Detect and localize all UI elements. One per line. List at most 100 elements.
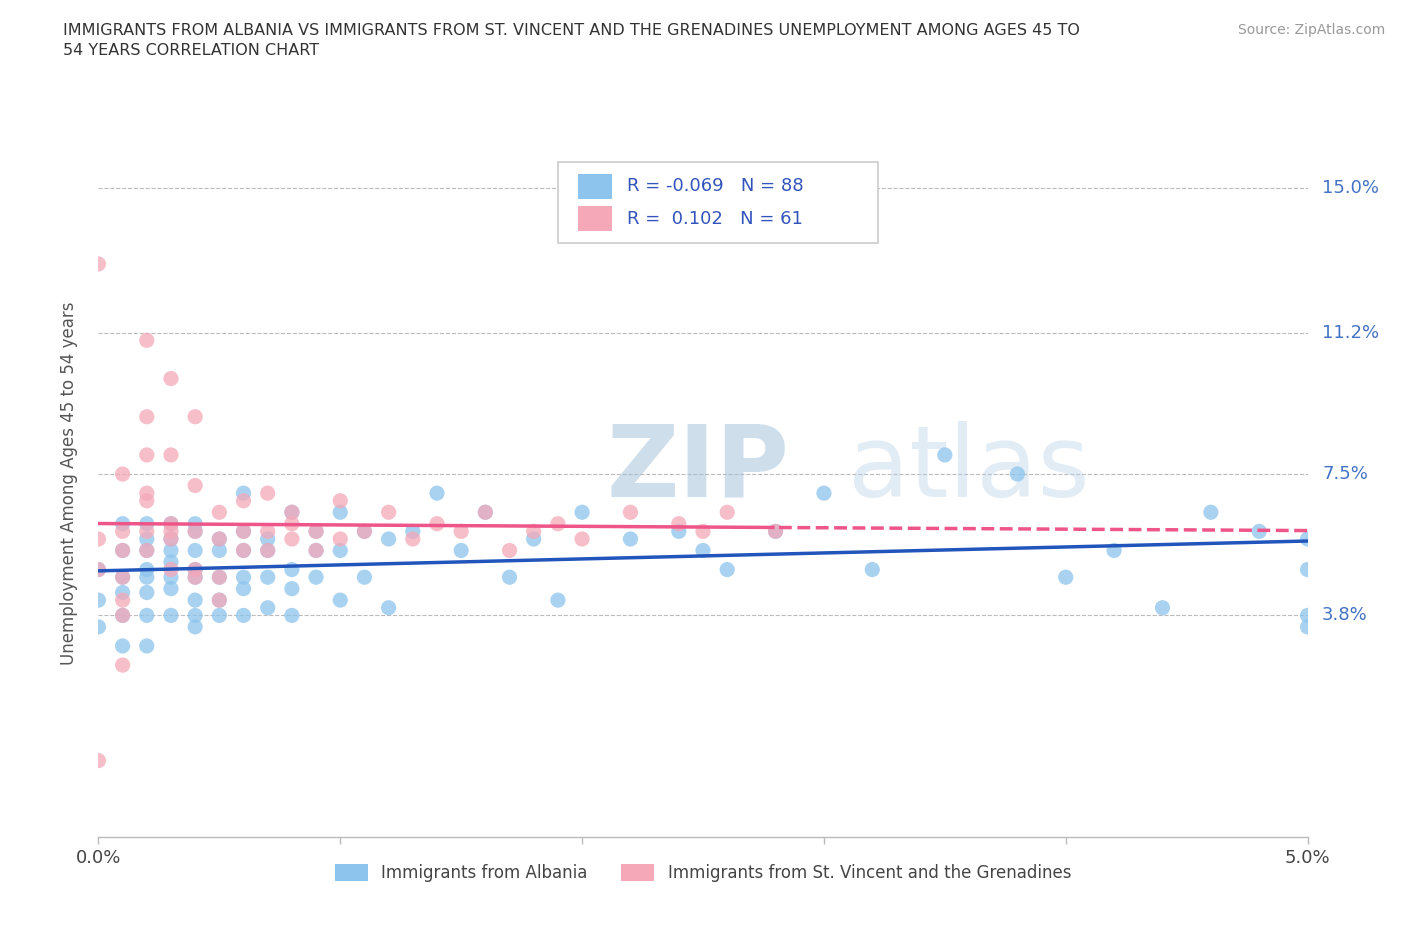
Point <box>87 562 110 577</box>
Point <box>498 570 520 585</box>
Point <box>256 543 278 558</box>
Y-axis label: Unemployment Among Ages 45 to 54 years: Unemployment Among Ages 45 to 54 years <box>59 302 77 665</box>
Point <box>232 543 254 558</box>
Point <box>547 592 569 607</box>
Text: 7.5%: 7.5% <box>1322 465 1368 483</box>
Point <box>547 516 569 531</box>
Point <box>1296 619 1319 634</box>
Point <box>934 447 956 462</box>
Point <box>692 543 714 558</box>
Point <box>692 524 714 538</box>
Point <box>402 524 425 538</box>
Point <box>87 562 110 577</box>
Point <box>619 505 641 520</box>
Point <box>135 493 157 508</box>
Point <box>305 570 328 585</box>
Point <box>1249 524 1271 538</box>
Point <box>571 505 593 520</box>
Point <box>184 409 207 424</box>
Point <box>305 543 328 558</box>
Point <box>208 505 231 520</box>
Point <box>281 608 304 623</box>
Point <box>232 608 254 623</box>
Point <box>208 592 231 607</box>
Point <box>208 592 231 607</box>
Legend: Immigrants from Albania, Immigrants from St. Vincent and the Grenadines: Immigrants from Albania, Immigrants from… <box>328 857 1078 889</box>
Point <box>160 570 183 585</box>
Point <box>305 524 328 538</box>
Point <box>1199 505 1222 520</box>
Point <box>232 581 254 596</box>
Point <box>111 516 134 531</box>
Point <box>160 447 183 462</box>
Point <box>281 505 304 520</box>
Point <box>256 485 278 500</box>
Point <box>256 532 278 547</box>
Point <box>208 543 231 558</box>
Point <box>329 505 352 520</box>
Point <box>111 592 134 607</box>
Point <box>184 524 207 538</box>
Point <box>111 570 134 585</box>
Point <box>1007 467 1029 482</box>
Point <box>135 585 157 600</box>
Point <box>619 532 641 547</box>
Point <box>160 554 183 569</box>
Point <box>184 570 207 585</box>
Point <box>87 257 110 272</box>
Point <box>1296 532 1319 547</box>
Point <box>184 608 207 623</box>
Point <box>184 524 207 538</box>
Point <box>353 524 375 538</box>
Point <box>353 570 375 585</box>
Point <box>668 524 690 538</box>
Point <box>716 562 738 577</box>
Point <box>281 505 304 520</box>
Text: Source: ZipAtlas.com: Source: ZipAtlas.com <box>1237 23 1385 37</box>
Point <box>184 562 207 577</box>
Text: 15.0%: 15.0% <box>1322 179 1379 196</box>
Point <box>135 524 157 538</box>
Point <box>450 543 472 558</box>
Point <box>135 639 157 654</box>
Point <box>256 524 278 538</box>
Point <box>716 505 738 520</box>
Point <box>668 516 690 531</box>
Point <box>377 532 399 547</box>
Point <box>426 485 449 500</box>
Point <box>87 619 110 634</box>
Point <box>813 485 835 500</box>
Text: IMMIGRANTS FROM ALBANIA VS IMMIGRANTS FROM ST. VINCENT AND THE GRENADINES UNEMPL: IMMIGRANTS FROM ALBANIA VS IMMIGRANTS FR… <box>63 23 1080 58</box>
Point <box>523 532 546 547</box>
Point <box>111 543 134 558</box>
Point <box>111 585 134 600</box>
Point <box>111 608 134 623</box>
Point <box>498 543 520 558</box>
Point <box>111 608 134 623</box>
Point <box>87 753 110 768</box>
Point <box>256 601 278 616</box>
Text: ZIP: ZIP <box>606 421 789 518</box>
Bar <box>578 174 613 199</box>
Point <box>571 532 593 547</box>
Point <box>232 493 254 508</box>
Point <box>281 516 304 531</box>
Point <box>1054 570 1077 585</box>
Text: R =  0.102   N = 61: R = 0.102 N = 61 <box>627 209 803 228</box>
Point <box>135 333 157 348</box>
Point <box>160 371 183 386</box>
Point <box>402 532 425 547</box>
Point <box>1102 543 1125 558</box>
Point <box>135 532 157 547</box>
Point <box>160 516 183 531</box>
Point <box>377 505 399 520</box>
Text: R = -0.069   N = 88: R = -0.069 N = 88 <box>627 177 803 195</box>
Point <box>135 543 157 558</box>
Point <box>87 592 110 607</box>
Point <box>281 532 304 547</box>
Point <box>135 562 157 577</box>
Point <box>135 570 157 585</box>
Point <box>474 505 496 520</box>
Point <box>232 570 254 585</box>
Point <box>160 516 183 531</box>
